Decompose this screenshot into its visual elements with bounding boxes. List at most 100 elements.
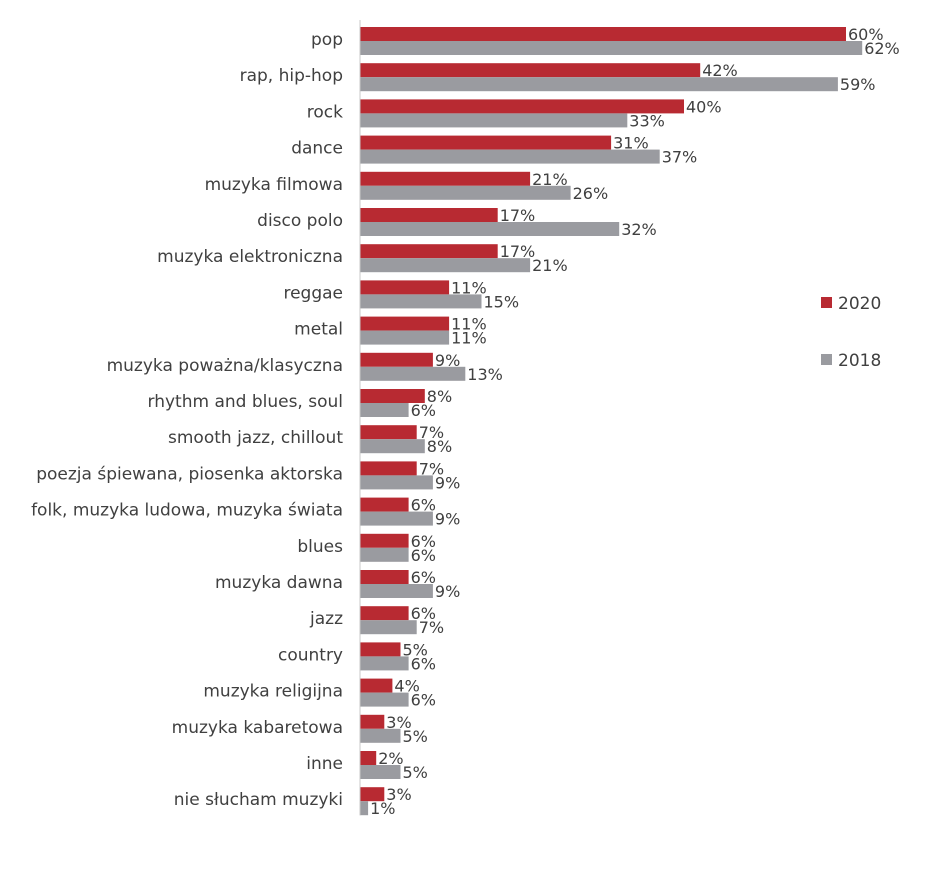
bar-2020-2 [360, 99, 684, 114]
value-label-2020: 6% [411, 568, 436, 587]
value-label-2018: 6% [411, 401, 436, 420]
bar-2018-0 [360, 41, 863, 55]
bar-2018-14 [360, 547, 409, 562]
bar-2020-12 [360, 461, 417, 476]
value-label-2020: 6% [411, 604, 436, 623]
category-label: muzyka elektroniczna [157, 247, 343, 267]
value-label-2018: 13% [467, 365, 503, 384]
category-label: metal [294, 320, 343, 340]
legend-swatch-2020 [821, 297, 832, 308]
legend-label-2020: 2020 [838, 294, 881, 314]
category-label: blues [297, 537, 343, 557]
value-label-2020: 7% [419, 423, 444, 442]
bar-2018-6 [360, 258, 531, 273]
bar-2018-8 [360, 330, 450, 345]
category-label: reggae [283, 283, 343, 303]
bar-2020-6 [360, 244, 498, 259]
value-label-2018: 6% [411, 691, 436, 710]
bar-2018-16 [360, 620, 417, 635]
bar-2018-11 [360, 439, 425, 454]
value-label-2018: 62% [864, 39, 900, 58]
value-label-2018: 6% [411, 546, 436, 565]
value-label-2020: 8% [427, 387, 452, 406]
category-label: jazz [309, 609, 343, 629]
bar-2018-21 [360, 801, 369, 816]
value-label-2020: 2% [378, 749, 403, 768]
bar-2020-4 [360, 171, 531, 186]
bar-2018-20 [360, 765, 401, 779]
bar-2018-7 [360, 294, 482, 309]
category-label: muzyka dawna [215, 573, 343, 593]
value-label-2018: 11% [451, 329, 487, 348]
bar-2020-15 [360, 570, 409, 584]
bar-2020-17 [360, 642, 401, 657]
bar-2018-4 [360, 185, 571, 200]
legend-label-2018: 2018 [838, 351, 881, 371]
category-label: pop [311, 30, 343, 50]
bar-2018-10 [360, 403, 409, 417]
category-label: poezja śpiewana, piosenka aktorska [36, 464, 343, 484]
plot-area: pop 60%62% rap, hip-hop 42% 59% rock 40% 33% dan… [31, 20, 900, 818]
value-label-2020: 11% [451, 278, 487, 297]
bar-2018-9 [360, 366, 466, 381]
bar-2018-18 [360, 692, 409, 707]
value-label-2018: 59% [840, 75, 876, 94]
category-label: muzyka religijna [203, 682, 343, 702]
value-label-2020: 5% [403, 640, 428, 659]
bar-2020-13 [360, 497, 409, 512]
bar-2020-1 [360, 63, 701, 78]
bar-2018-15 [360, 584, 433, 598]
category-label: muzyka kabaretowa [172, 718, 343, 738]
category-label: nie słucham muzyki [174, 790, 343, 810]
bar-2018-3 [360, 149, 660, 164]
value-label-2018: 32% [621, 220, 657, 239]
value-label-2018: 37% [662, 148, 698, 167]
value-label-2018: 1% [370, 799, 395, 818]
value-label-2018: 9% [435, 473, 460, 492]
bar-2020-8 [360, 316, 450, 331]
value-label-2020: 40% [686, 97, 722, 116]
bar-2020-20 [360, 751, 377, 765]
value-label-2020: 31% [613, 134, 649, 153]
value-label-2020: 42% [702, 61, 738, 80]
bar-2020-16 [360, 606, 409, 621]
category-label: country [278, 645, 343, 665]
value-label-2020: 3% [386, 785, 411, 804]
category-label: muzyka filmowa [205, 175, 343, 195]
value-label-2018: 7% [419, 618, 444, 637]
bar-2020-0 [360, 27, 846, 41]
value-label-2018: 15% [484, 292, 520, 311]
category-label: inne [306, 754, 343, 774]
category-label: folk, muzyka ludowa, muzyka świata [31, 501, 343, 521]
value-label-2018: 9% [435, 582, 460, 601]
value-label-2020: 9% [435, 351, 460, 370]
bar-2018-17 [360, 656, 409, 671]
category-label: rock [307, 102, 343, 122]
legend: 2020 2018 [821, 294, 881, 371]
bar-2018-19 [360, 728, 401, 743]
value-label-2020: 3% [386, 713, 411, 732]
category-label: muzyka poważna/klasyczna [107, 356, 343, 376]
legend-swatch-2018 [821, 354, 832, 365]
value-label-2020: 17% [500, 206, 536, 225]
bar-2018-13 [360, 511, 433, 526]
value-label-2018: 21% [532, 256, 568, 275]
bar-2018-5 [360, 222, 620, 236]
bar-2020-10 [360, 389, 425, 403]
value-label-2018: 6% [411, 654, 436, 673]
bar-2018-2 [360, 113, 628, 128]
value-label-2018: 26% [573, 184, 609, 203]
value-label-2020: 4% [394, 677, 419, 696]
value-label-2020: 6% [411, 532, 436, 551]
bar-2020-3 [360, 135, 612, 150]
bar-2020-19 [360, 714, 385, 729]
value-label-2020: 7% [419, 459, 444, 478]
value-label-2018: 5% [403, 727, 428, 746]
bar-2020-14 [360, 533, 409, 548]
bar-2020-5 [360, 208, 498, 222]
category-label: disco polo [257, 211, 343, 231]
bar-2020-7 [360, 280, 450, 295]
category-label: smooth jazz, chillout [168, 428, 343, 448]
value-label-2020: 6% [411, 496, 436, 515]
